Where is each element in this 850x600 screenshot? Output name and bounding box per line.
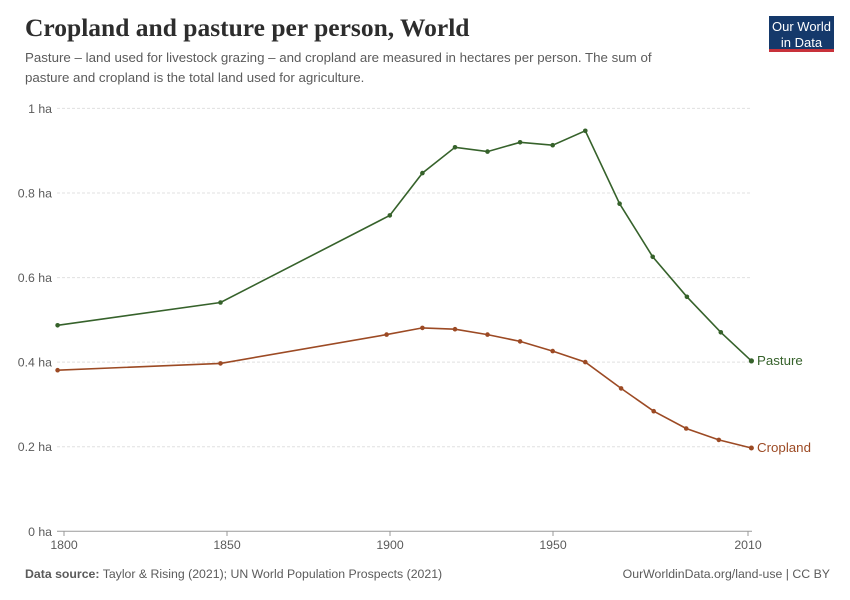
svg-text:0.4 ha: 0.4 ha xyxy=(18,356,52,370)
svg-text:Cropland: Cropland xyxy=(757,440,811,455)
svg-text:1900: 1900 xyxy=(376,538,404,552)
svg-text:1850: 1850 xyxy=(213,538,241,552)
svg-text:0 ha: 0 ha xyxy=(28,525,52,539)
svg-text:0.2 ha: 0.2 ha xyxy=(18,440,52,454)
svg-text:0.8 ha: 0.8 ha xyxy=(18,187,52,201)
svg-text:0.6 ha: 0.6 ha xyxy=(18,271,52,285)
svg-text:2010: 2010 xyxy=(734,538,762,552)
svg-text:1 ha: 1 ha xyxy=(28,102,52,116)
svg-text:Pasture: Pasture xyxy=(757,353,803,368)
svg-text:1950: 1950 xyxy=(539,538,567,552)
svg-text:1800: 1800 xyxy=(50,538,78,552)
